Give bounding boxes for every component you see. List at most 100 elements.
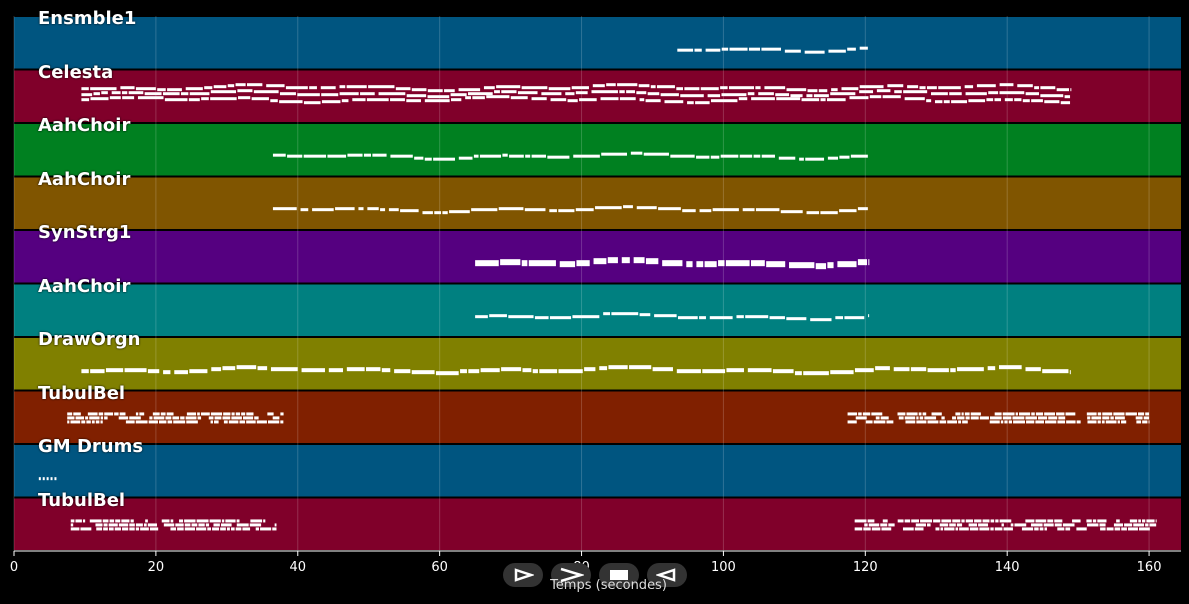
note: [961, 519, 965, 523]
note: [81, 93, 93, 97]
note: [755, 86, 761, 90]
note: [887, 84, 904, 88]
note: [1056, 412, 1065, 416]
note: [135, 523, 143, 527]
note: [826, 98, 846, 102]
note: [978, 523, 989, 527]
note: [534, 316, 549, 320]
note: [839, 155, 850, 159]
note: [211, 367, 222, 372]
note: [129, 416, 141, 420]
note: [837, 261, 857, 268]
note: [968, 523, 978, 527]
note: [955, 527, 959, 531]
play-button[interactable]: [503, 563, 543, 587]
note: [868, 523, 880, 527]
note: [865, 420, 873, 424]
note: [898, 416, 904, 420]
note: [547, 155, 570, 159]
note: [1001, 523, 1004, 527]
note: [378, 92, 406, 96]
note: [849, 96, 869, 100]
forward-button[interactable]: [551, 563, 591, 587]
note: [1047, 519, 1054, 523]
note: [1117, 420, 1120, 424]
note: [567, 99, 578, 103]
note: [486, 95, 510, 99]
note: [242, 527, 251, 531]
note: [246, 420, 256, 424]
note: [720, 154, 739, 158]
note: [177, 527, 184, 531]
note: [914, 527, 924, 531]
note: [956, 523, 963, 527]
note: [989, 416, 1002, 420]
note: [140, 527, 149, 531]
note: [904, 519, 911, 523]
note: [999, 83, 1014, 87]
note: [109, 519, 115, 523]
note: [458, 156, 473, 160]
note: [915, 523, 926, 527]
rewind-button[interactable]: [647, 563, 687, 587]
note: [813, 94, 829, 98]
note: [549, 316, 572, 320]
note: [875, 416, 880, 420]
note: [124, 368, 147, 373]
note: [881, 527, 892, 531]
note: [1025, 519, 1035, 523]
note: [1097, 519, 1107, 523]
note: [235, 83, 246, 87]
note: [1025, 416, 1037, 420]
note: [1013, 420, 1025, 424]
note: [1025, 92, 1039, 96]
note: [380, 208, 386, 212]
stop-button[interactable]: [599, 563, 639, 587]
note: [239, 420, 246, 424]
note: [163, 370, 171, 375]
note: [173, 420, 186, 424]
note: [184, 519, 196, 523]
note: [784, 49, 801, 53]
note: [104, 416, 108, 420]
note: [579, 98, 597, 102]
note: [172, 416, 180, 420]
note: [473, 154, 479, 158]
note: [827, 262, 834, 269]
note: [230, 527, 235, 531]
note: [869, 95, 882, 99]
note: [274, 523, 277, 527]
note: [750, 260, 765, 267]
note: [805, 157, 825, 161]
note: [650, 85, 656, 89]
note: [709, 316, 733, 320]
track-label: SynStrg1: [38, 222, 132, 243]
note: [766, 261, 786, 268]
note: [820, 211, 838, 215]
note: [976, 84, 996, 88]
forward-icon: [560, 567, 584, 583]
note: [153, 416, 165, 420]
note: [254, 416, 259, 420]
note: [465, 96, 471, 100]
note: [1004, 420, 1008, 424]
note: [1087, 523, 1099, 527]
note: [645, 258, 659, 265]
note: [372, 153, 387, 157]
note: [414, 156, 424, 160]
note: [90, 97, 109, 101]
note: [994, 98, 1002, 102]
note: [1116, 519, 1120, 523]
note: [636, 91, 647, 95]
note: [483, 86, 495, 90]
note: [451, 98, 462, 102]
note: [186, 412, 197, 416]
note: [406, 94, 427, 98]
note: [927, 420, 939, 424]
note: [1015, 412, 1018, 416]
note: [1086, 412, 1097, 416]
note: [85, 416, 89, 420]
note: [360, 92, 375, 96]
note: [471, 208, 498, 212]
track-label: AahChoir: [38, 115, 131, 136]
